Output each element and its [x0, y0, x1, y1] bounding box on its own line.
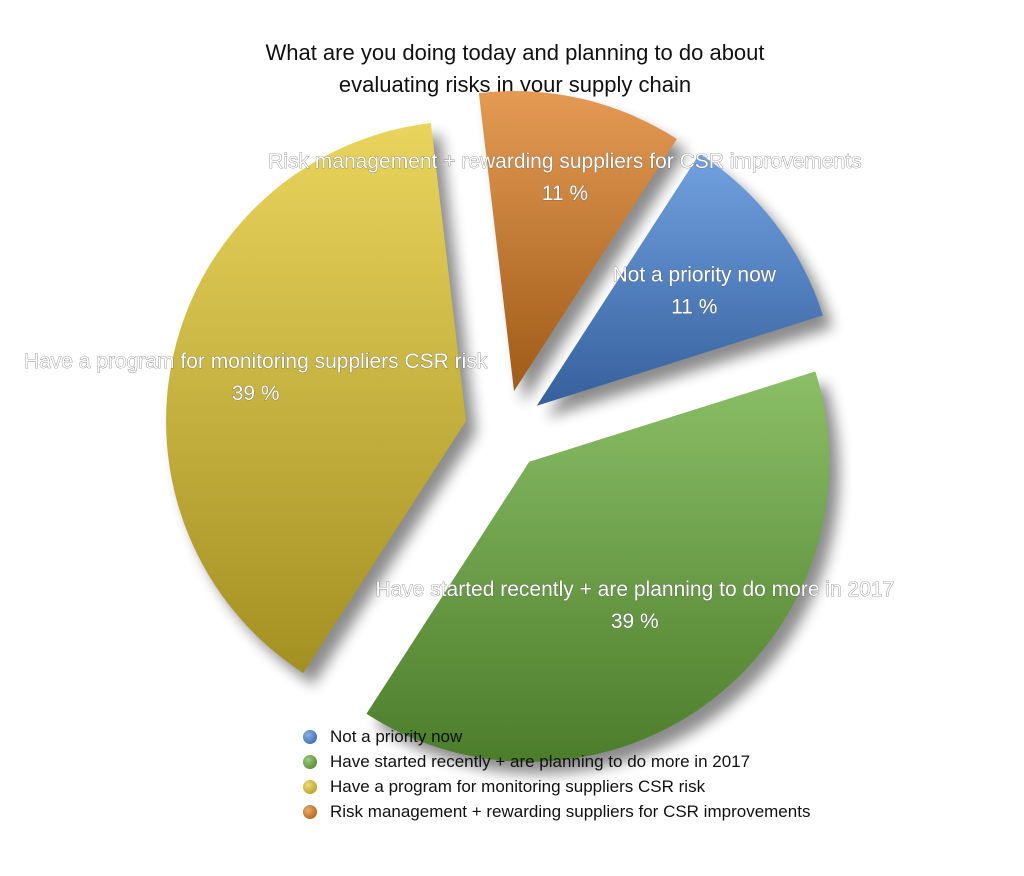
slice-value-label: 39 %: [611, 610, 659, 633]
legend-entry: Have a program for monitoring suppliers …: [330, 777, 706, 796]
slice-label: Not a priority now: [613, 264, 777, 287]
legend-swatch: [303, 730, 317, 744]
slice-label: Have a program for monitoring suppliers …: [24, 350, 488, 373]
chart-title: What are you doing today and planning to…: [265, 40, 764, 97]
legend-entry: Have started recently + are planning to …: [330, 752, 750, 771]
slice-label: Have started recently + are planning to …: [375, 578, 894, 601]
slice-label: Risk management + rewarding suppliers fo…: [268, 150, 862, 173]
slice-labels: Not a priority now 11 % Have started recen…: [24, 150, 895, 634]
legend-entry: Risk management + rewarding suppliers fo…: [330, 802, 810, 821]
pie-slice-have-started-recently-are-planning-to-do-more-in-2017: [366, 371, 830, 762]
slice-value-label: 11 %: [671, 296, 717, 319]
pie-slices: [166, 91, 830, 762]
legend-swatch: [303, 780, 317, 794]
slice-value-label: 39 %: [232, 382, 280, 405]
pie-slice-have-a-program-for-monitoring-suppliers-csr-risk: [166, 123, 467, 673]
legend-entry: Not a priority now: [330, 727, 463, 746]
pie-slice-risk-management-rewarding-suppliers-for-csr-improvements: [478, 91, 677, 392]
slice-value-label: 11 %: [542, 182, 588, 205]
pie-slice-not-a-priority-now: [536, 153, 823, 406]
legend-swatch: [303, 805, 317, 819]
legend-swatch: [303, 755, 317, 769]
chart-title-line-1: What are you doing today and planning to…: [265, 40, 764, 65]
legend: Not a priority now Have started recently …: [303, 727, 810, 821]
